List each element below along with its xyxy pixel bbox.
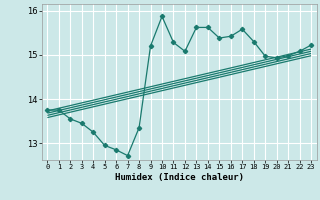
X-axis label: Humidex (Indice chaleur): Humidex (Indice chaleur) xyxy=(115,173,244,182)
